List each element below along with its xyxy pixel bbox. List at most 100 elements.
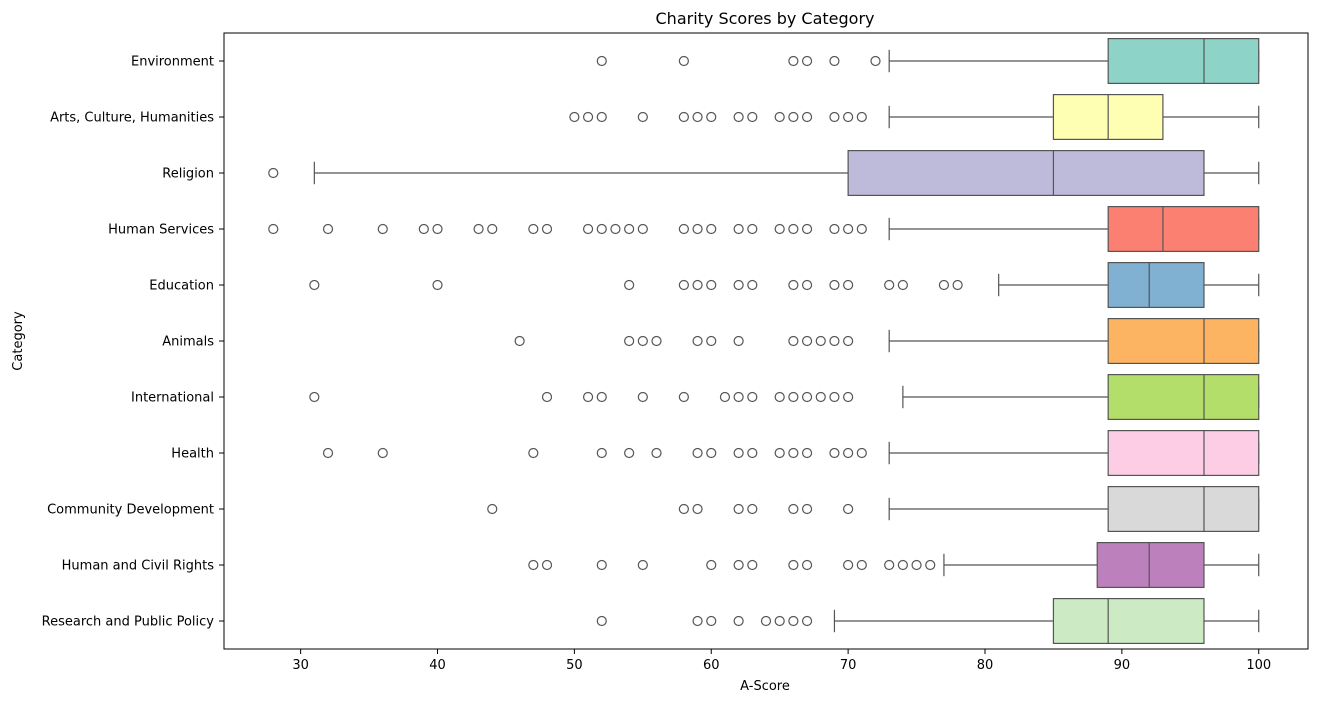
outlier-point (788, 447, 799, 459)
outlier-point (884, 279, 895, 291)
outlier-point (788, 335, 799, 347)
box-group (528, 541, 1260, 588)
outlier-point (733, 559, 744, 571)
outlier-point (774, 391, 785, 403)
x-tick-label: 40 (429, 658, 446, 673)
outlier-point (788, 503, 799, 515)
outlier-point (541, 391, 553, 403)
outlier-point (487, 503, 498, 515)
outlier-point (706, 223, 717, 235)
outlier-point (747, 279, 758, 291)
outlier-point (692, 615, 703, 627)
y-tick-label: Religion (162, 167, 214, 182)
outlier-point (487, 223, 498, 235)
outlier-point (801, 391, 813, 403)
outlier-point (733, 223, 744, 235)
box (1096, 541, 1205, 588)
outlier-point (829, 447, 840, 459)
outlier-point (843, 223, 854, 235)
outlier-point (432, 223, 443, 235)
outlier-point (596, 559, 607, 571)
outlier-point (514, 335, 525, 347)
y-axis-title: Category (11, 311, 26, 371)
outlier-point (624, 279, 635, 291)
outlier-point (843, 279, 854, 291)
outlier-point (624, 335, 635, 347)
outlier-point (377, 447, 388, 459)
box (1107, 206, 1260, 253)
box-group (309, 374, 1260, 421)
outlier-point (801, 503, 813, 515)
y-tick-label: Human Services (108, 223, 214, 238)
outlier-point (706, 559, 717, 571)
outlier-point (829, 335, 840, 347)
box (847, 150, 1205, 197)
outlier-point (322, 223, 334, 235)
box-group (514, 318, 1260, 365)
outlier-point (569, 111, 580, 123)
outlier-point (624, 223, 635, 235)
outlier-point (747, 503, 758, 515)
outlier-point (801, 559, 813, 571)
outlier-point (843, 503, 854, 515)
outlier-point (268, 167, 279, 179)
x-tick-label: 60 (703, 658, 720, 673)
outlier-point (692, 223, 703, 235)
outlier-point (815, 335, 826, 347)
outlier-point (801, 111, 813, 123)
outlier-point (596, 111, 607, 123)
x-tick-label: 50 (566, 658, 583, 673)
outlier-point (596, 223, 607, 235)
box-group (487, 486, 1260, 533)
outlier-point (843, 447, 854, 459)
outlier-point (788, 559, 799, 571)
outlier-point (760, 615, 772, 627)
outlier-point (788, 111, 799, 123)
outlier-point (541, 559, 553, 571)
outlier-point (843, 391, 854, 403)
outlier-point (637, 559, 648, 571)
box (1107, 262, 1205, 309)
outlier-point (747, 447, 758, 459)
outlier-point (637, 335, 648, 347)
outlier-point (815, 391, 826, 403)
outlier-point (856, 223, 867, 235)
outlier-point (706, 447, 717, 459)
outlier-point (637, 391, 648, 403)
outlier-point (582, 223, 594, 235)
outlier-point (733, 615, 744, 627)
outlier-point (733, 391, 744, 403)
outlier-point (788, 223, 799, 235)
outlier-point (637, 223, 648, 235)
outlier-point (747, 223, 758, 235)
outlier-point (610, 223, 621, 235)
outlier-point (952, 279, 963, 291)
outlier-point (309, 391, 320, 403)
outlier-point (432, 279, 443, 291)
y-tick-label: Environment (131, 55, 214, 70)
outlier-point (692, 279, 703, 291)
outlier-point (801, 223, 813, 235)
outlier-point (582, 391, 594, 403)
outlier-point (897, 559, 908, 571)
outlier-point (747, 111, 758, 123)
outlier-point (733, 447, 744, 459)
y-tick-label: Health (171, 447, 214, 462)
outlier-point (651, 447, 662, 459)
outlier-point (637, 111, 648, 123)
outlier-point (596, 447, 607, 459)
outlier-point (829, 391, 840, 403)
outlier-point (528, 559, 539, 571)
y-tick-label: Community Development (47, 503, 214, 518)
y-tick-label: Research and Public Policy (42, 615, 215, 630)
outlier-point (856, 447, 867, 459)
outlier-point (418, 223, 429, 235)
outlier-point (706, 335, 717, 347)
box-group (309, 262, 1260, 309)
box-group (268, 206, 1260, 253)
outlier-point (884, 559, 895, 571)
outlier-point (801, 447, 813, 459)
outlier-point (843, 335, 854, 347)
x-tick-label: 100 (1246, 658, 1271, 673)
